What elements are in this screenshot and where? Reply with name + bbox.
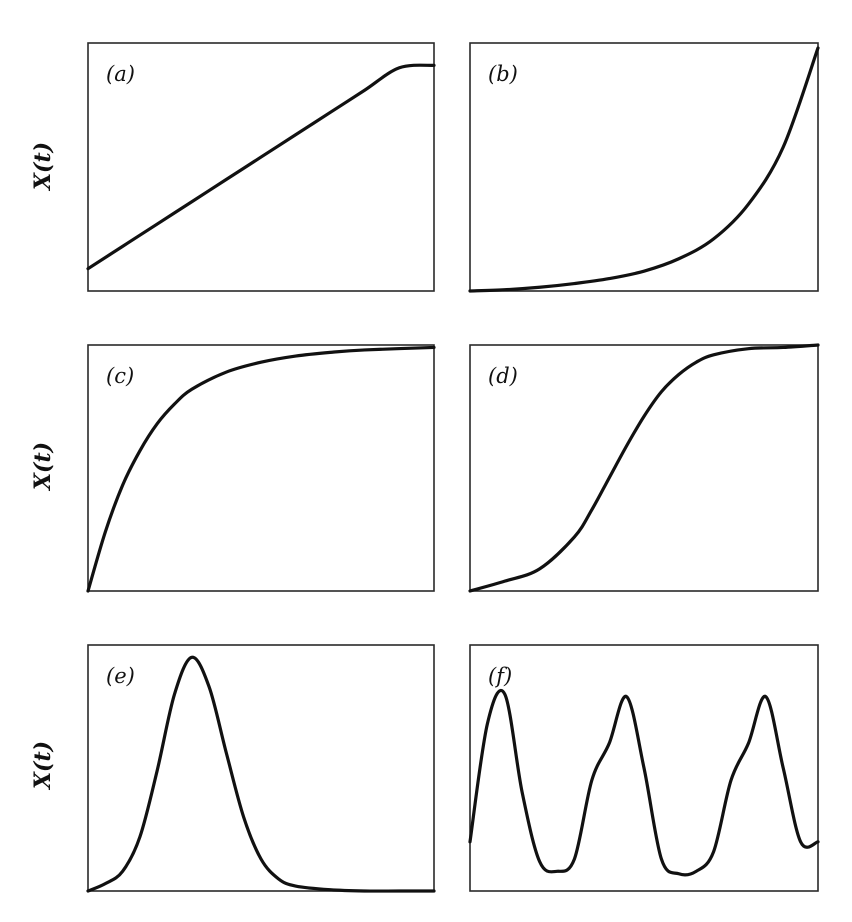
- panel-label-e: (e): [106, 664, 135, 688]
- panel-a: (a): [86, 42, 436, 292]
- panel-b: (b): [468, 42, 820, 293]
- panel-f: (f): [468, 644, 820, 892]
- panel-label-a: (a): [106, 62, 135, 86]
- y-axis-label-row-1: X(t): [30, 142, 56, 192]
- series-line-e: [86, 655, 436, 893]
- series-line-c: [86, 345, 436, 593]
- y-axis-label-row-3: X(t): [30, 741, 56, 791]
- series-line-f: [468, 688, 820, 877]
- panel-d: (d): [468, 343, 820, 593]
- plot-frame-a: [87, 42, 435, 292]
- panel-label-c: (c): [106, 364, 134, 388]
- plot-frame-f: [469, 644, 819, 892]
- plot-frame-b: [469, 42, 819, 292]
- plot-frame-d: [469, 344, 819, 592]
- panel-label-f: (f): [488, 664, 512, 688]
- plot-frame-e: [87, 644, 435, 892]
- series-line-d: [468, 343, 820, 593]
- series-line-b: [468, 46, 820, 293]
- panel-e: (e): [86, 644, 436, 893]
- panel-label-b: (b): [488, 62, 518, 86]
- series-line-a: [86, 63, 436, 271]
- panel-label-d: (d): [488, 364, 518, 388]
- plot-frame-c: [87, 344, 435, 592]
- panel-c: (c): [86, 344, 436, 593]
- y-axis-label-row-2: X(t): [30, 442, 56, 492]
